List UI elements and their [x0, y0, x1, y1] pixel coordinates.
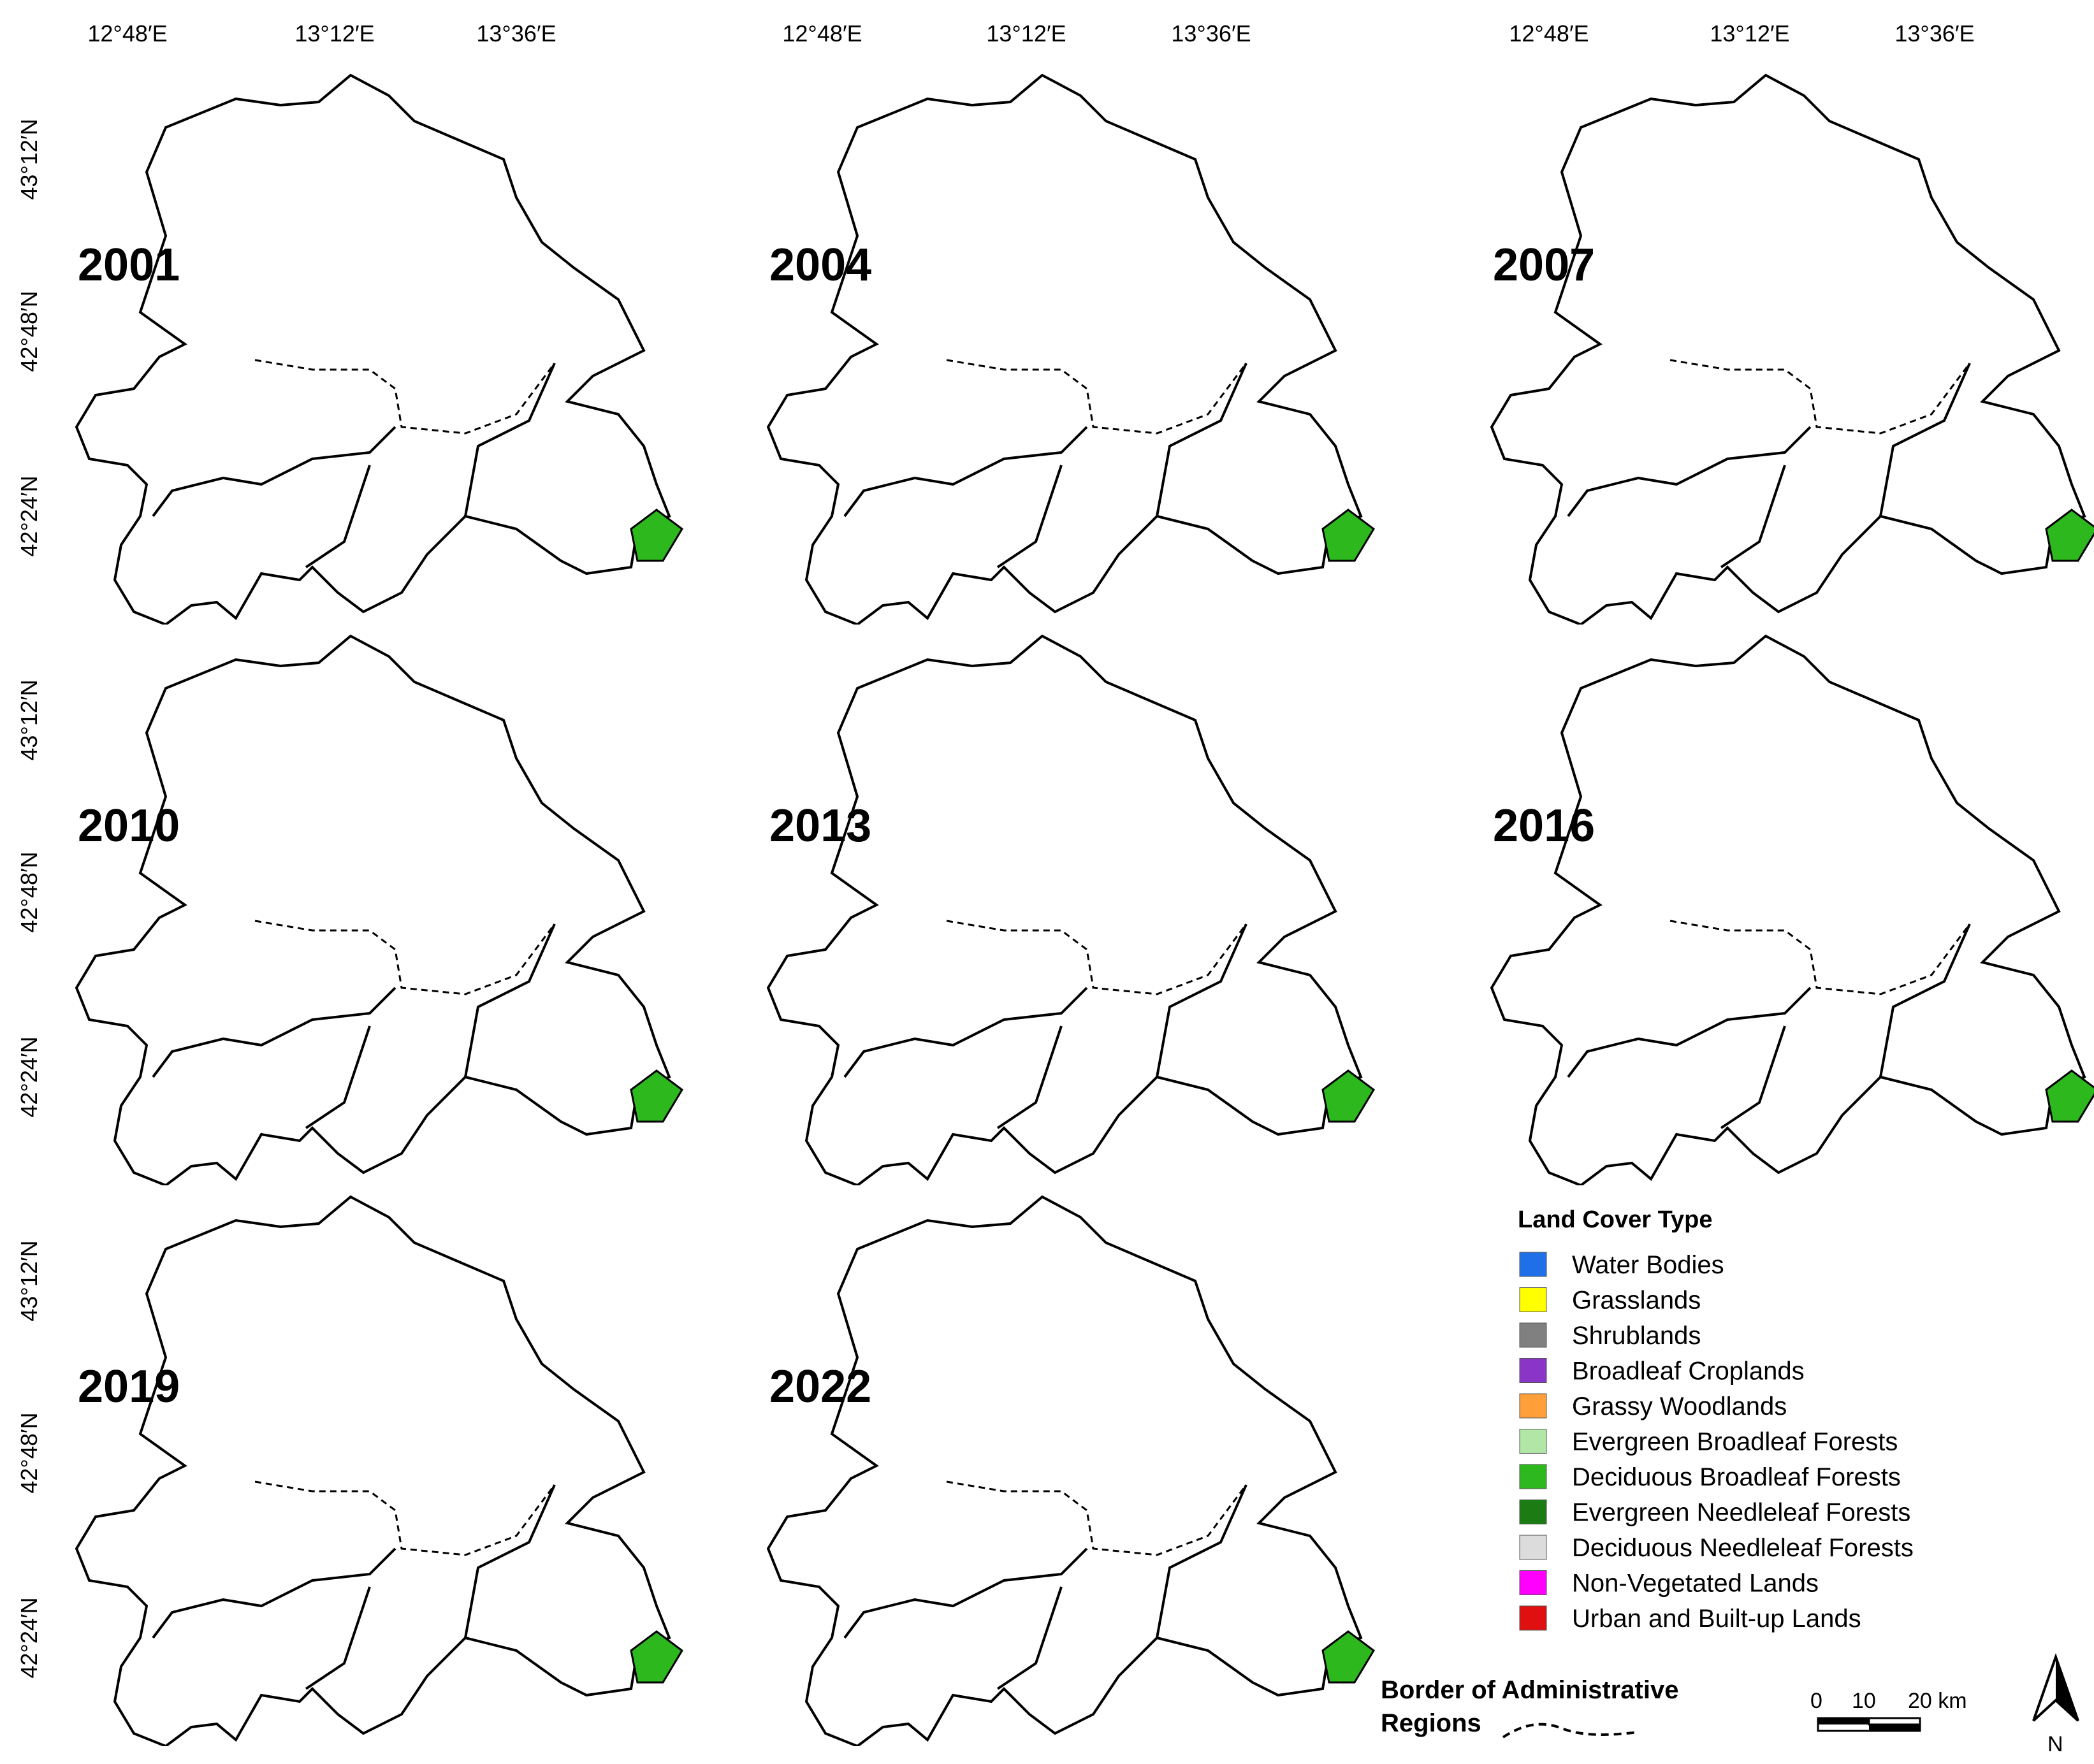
legend-item-label: Shrublands	[1572, 1322, 1701, 1350]
legend-item-label: Evergreen Needleleaf Forests	[1572, 1499, 1910, 1527]
map-panel-2004: 2004	[767, 74, 1375, 625]
latitude-label: 42°48′N	[16, 291, 42, 372]
latitude-label: 42°24′N	[16, 1036, 42, 1117]
scale-bar-segment-1	[1818, 1718, 1869, 1724]
legend-swatch	[1519, 1570, 1547, 1595]
panel-year-label: 2001	[78, 240, 180, 291]
longitude-label: 13°12′E	[986, 20, 1066, 47]
legend-title: Land Cover Type	[1518, 1206, 1712, 1233]
scale-label-10: 10	[1852, 1689, 1876, 1713]
scale-label-20: 20 km	[1908, 1689, 1967, 1713]
latitude-label: 42°48′N	[16, 851, 42, 932]
legend-swatch	[1519, 1252, 1547, 1277]
longitude-label: 13°36′E	[1894, 20, 1974, 47]
legend-swatch	[1519, 1393, 1547, 1419]
border-legend-line2: Regions	[1381, 1709, 1481, 1737]
north-arrow: N	[2032, 1652, 2079, 1756]
legend-item-label: Non-Vegetated Lands	[1572, 1570, 1819, 1598]
legend-item-label: Deciduous Needleleaf Forests	[1572, 1534, 1914, 1562]
latitude-label: 42°48′N	[16, 1412, 42, 1493]
panel-year-label: 2022	[769, 1361, 871, 1412]
legend-swatch	[1519, 1535, 1547, 1560]
legend-item-label: Deciduous Broadleaf Forests	[1572, 1463, 1901, 1491]
legend-swatch	[1519, 1358, 1547, 1383]
scale-label-0: 0	[1810, 1689, 1822, 1713]
map-panel-2010: 2010	[75, 635, 683, 1185]
legend-swatch	[1519, 1500, 1547, 1524]
scale-bar: 0 10 20 km	[1810, 1689, 1967, 1732]
map-panel-2007: 2007	[1490, 74, 2094, 625]
longitude-label: 12°48′E	[1509, 20, 1589, 47]
panel-year-label: 2007	[1493, 240, 1595, 291]
latitude-label: 42°24′N	[16, 475, 42, 556]
legend-swatch	[1519, 1429, 1547, 1454]
latitude-label: 43°12′N	[16, 679, 42, 760]
legend-item-label: Broadleaf Croplands	[1572, 1357, 1805, 1385]
longitude-label: 13°12′E	[1710, 20, 1789, 47]
border-legend-dashed-line	[1502, 1723, 1639, 1739]
longitude-label: 12°48′E	[87, 20, 167, 47]
border-legend-line1: Border of Administrative	[1381, 1676, 1678, 1704]
north-label: N	[2047, 1732, 2063, 1756]
map-panel-2019: 2019	[75, 1196, 683, 1746]
latitude-label: 43°12′N	[16, 119, 42, 199]
panel-year-label: 2010	[78, 800, 180, 851]
scale-bar-outline	[1817, 1717, 1921, 1732]
map-panel-2022: 2022	[767, 1196, 1375, 1746]
legend-swatch	[1519, 1287, 1547, 1312]
map-panel-2001: 2001	[75, 74, 683, 625]
latitude-label: 43°12′N	[16, 1240, 42, 1321]
panel-year-label: 2013	[769, 800, 871, 851]
scale-bar-segment-3	[1869, 1724, 1920, 1731]
longitude-label: 13°36′E	[1171, 20, 1251, 47]
longitude-label: 13°36′E	[476, 20, 556, 47]
legend-swatch	[1519, 1605, 1547, 1631]
legend-swatch	[1519, 1464, 1547, 1489]
legend-item-label: Grassy Woodlands	[1572, 1392, 1787, 1421]
longitude-label: 13°12′E	[294, 20, 374, 47]
legend-item-label: Grasslands	[1572, 1287, 1701, 1315]
map-panel-2016: 2016	[1490, 635, 2094, 1185]
legend-item-label: Urban and Built-up Lands	[1572, 1605, 1861, 1633]
map-panel-2013: 2013	[767, 635, 1375, 1185]
panel-year-label: 2016	[1493, 800, 1595, 851]
border-legend: Border of Administrative Regions	[1381, 1676, 1678, 1739]
legend-item-label: Water Bodies	[1572, 1251, 1724, 1279]
panel-year-label: 2004	[769, 240, 871, 291]
coordinate-labels: 12°48′E 13°12′E 13°36′E 12°48′E 13°12′E 13°36…	[16, 20, 1975, 1679]
panel-year-label: 2019	[78, 1361, 180, 1412]
legend: Land Cover Type Water Bodies Grasslands Sh…	[1518, 1206, 1914, 1633]
legend-swatch	[1519, 1322, 1547, 1348]
latitude-label: 42°24′N	[16, 1597, 42, 1678]
longitude-label: 12°48′E	[782, 20, 862, 47]
legend-item-label: Evergreen Broadleaf Forests	[1572, 1428, 1898, 1456]
